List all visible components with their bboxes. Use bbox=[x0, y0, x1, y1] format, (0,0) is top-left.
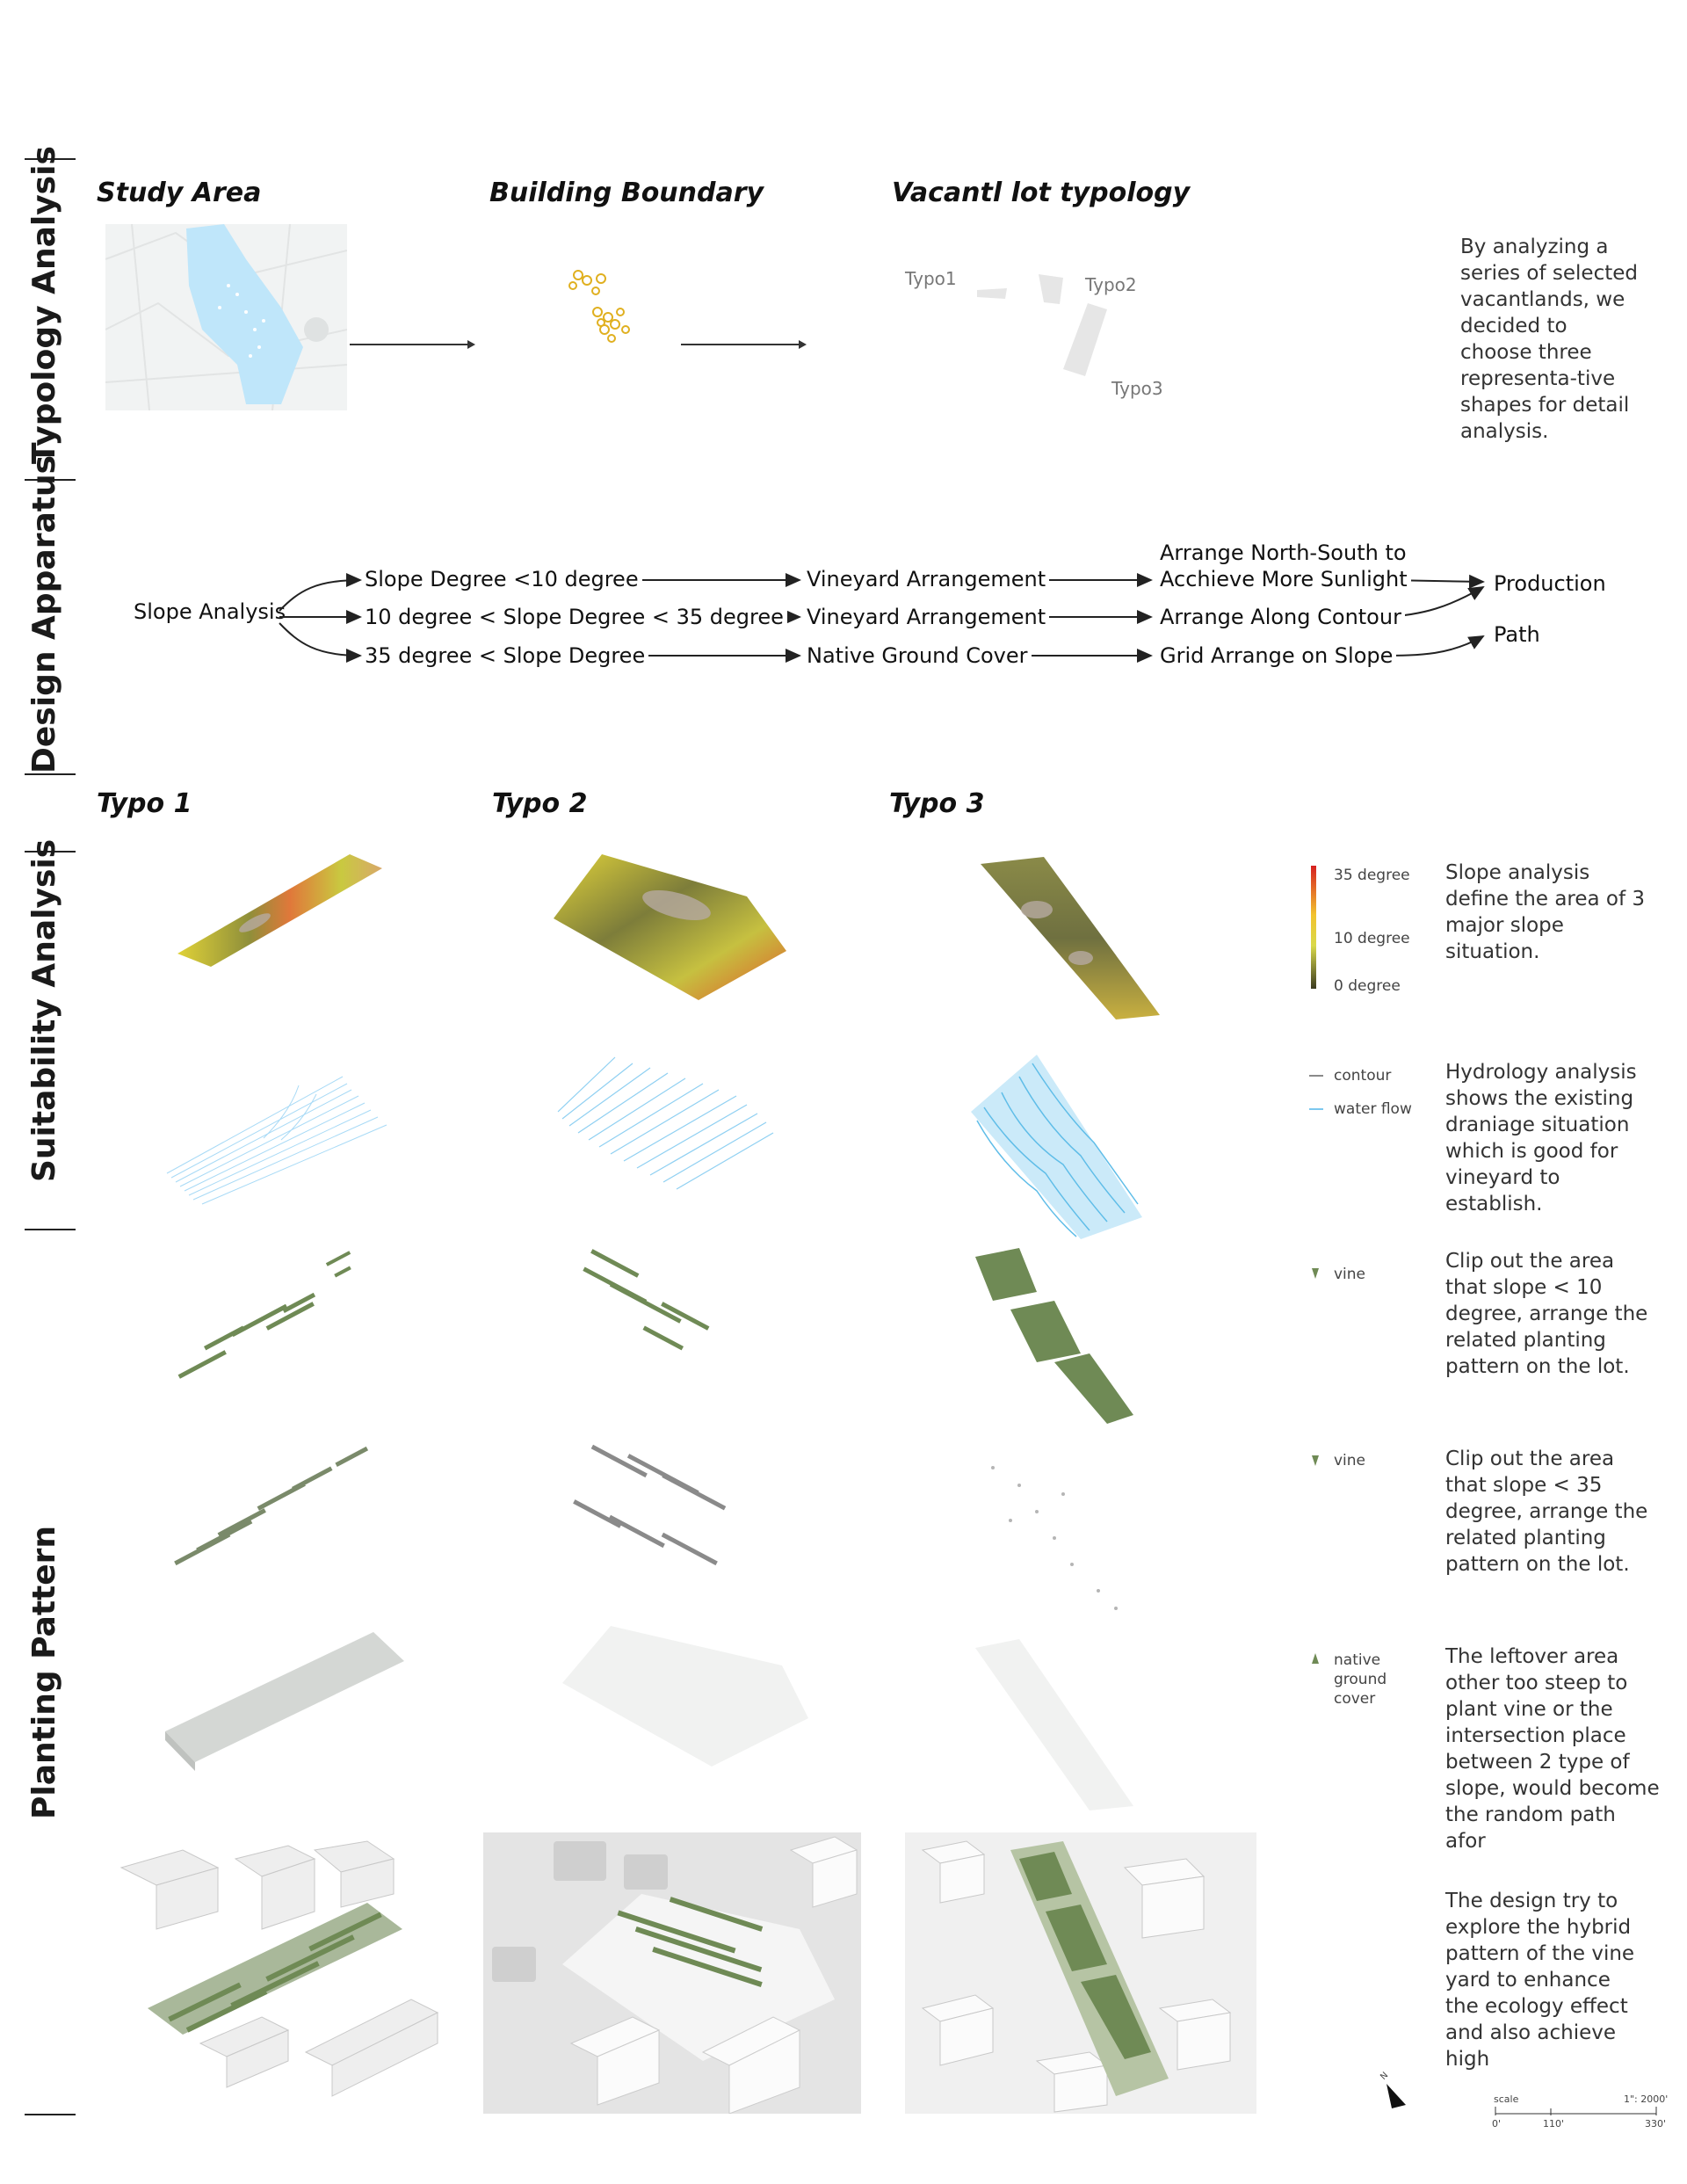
slope-legend-high: 35 degree bbox=[1334, 867, 1410, 884]
arrangement-1: Vineyard Arrangement bbox=[807, 567, 1050, 591]
typo-1-heading: Typo 1 bbox=[97, 788, 192, 819]
method-3: Grid Arrange on Slope bbox=[1160, 643, 1397, 668]
method-1-line-1: Arrange North-South to bbox=[1160, 541, 1407, 565]
flow-arrow-2 bbox=[681, 340, 807, 349]
scale-tick-110: 110' bbox=[1543, 2118, 1565, 2130]
slope-analysis-row bbox=[177, 854, 1160, 1019]
scale-tick-0: 0' bbox=[1492, 2118, 1502, 2130]
condition-2: 10 degree < Slope Degree < 35 degree bbox=[365, 605, 787, 629]
ground-cover-row bbox=[165, 1626, 1133, 1810]
row-note-hydrology: Hydrology analysis shows the existing dr… bbox=[1445, 1061, 1637, 1215]
typo-2-heading: Typo 2 bbox=[492, 788, 588, 819]
flow-root: Slope Analysis bbox=[134, 599, 286, 624]
row-note-ground-cover: The leftover area other too steep to pla… bbox=[1445, 1645, 1660, 1853]
hydro-legend-water: water flow bbox=[1334, 1100, 1412, 1118]
hydrology-row bbox=[166, 1055, 1142, 1239]
row-note-vine-10: Clip out the area that slope < 10 degree… bbox=[1445, 1250, 1648, 1378]
section-title-suitability: Suitability Analysis bbox=[26, 838, 62, 1182]
section-title-typology: Typology Analysis bbox=[26, 146, 62, 464]
study-area-title: Study Area bbox=[97, 178, 262, 208]
north-arrow-icon bbox=[1387, 2084, 1406, 2108]
typo-3-heading: Typo 3 bbox=[889, 788, 985, 819]
vine-legend-1: vine bbox=[1334, 1266, 1366, 1283]
method-2: Arrange Along Contour bbox=[1160, 605, 1405, 629]
rendering-typo-3 bbox=[905, 1832, 1256, 2114]
flow-arrow-1 bbox=[350, 340, 475, 349]
outcome-production: Production bbox=[1494, 571, 1606, 596]
typo3-label: Typo3 bbox=[1111, 378, 1163, 399]
building-boundary-map bbox=[562, 259, 659, 356]
vine-10-row bbox=[177, 1248, 1133, 1424]
rendering-typo-2 bbox=[483, 1832, 861, 2114]
vine-legend-2: vine bbox=[1334, 1452, 1366, 1469]
arrangement-2: Vineyard Arrangement bbox=[807, 605, 1050, 629]
row-note-slope: Slope analysis define the area of 3 majo… bbox=[1445, 861, 1646, 963]
slope-legend-bar bbox=[1311, 866, 1316, 989]
rendering-typo-1 bbox=[86, 1832, 464, 2114]
scale-tick-330: 330' bbox=[1645, 2118, 1667, 2130]
building-boundary-title: Building Boundary bbox=[489, 178, 764, 208]
section-title-planting: Planting Pattern bbox=[26, 1525, 62, 1819]
typo-shapes bbox=[977, 274, 1107, 376]
ground-cover-icon bbox=[1312, 1653, 1319, 1664]
vine-icon-2 bbox=[1312, 1455, 1319, 1466]
slope-legend-mid: 10 degree bbox=[1334, 930, 1410, 947]
hydro-legend-contour: contour bbox=[1334, 1067, 1392, 1085]
slope-legend-low: 0 degree bbox=[1334, 977, 1401, 995]
condition-1: Slope Degree <10 degree bbox=[365, 567, 642, 591]
vine-35-row bbox=[174, 1444, 1118, 1610]
vacant-lot-title: Vacantl lot typology bbox=[892, 178, 1191, 208]
typo2-label: Typo2 bbox=[1085, 274, 1137, 295]
row-note-design: The design try to explore the hybrid pat… bbox=[1445, 1890, 1635, 2071]
scale-label: scale bbox=[1494, 2093, 1519, 2105]
typo1-label: Typo1 bbox=[905, 268, 957, 289]
ground-cover-legend: native ground cover bbox=[1334, 1651, 1387, 1708]
scale-bar bbox=[1495, 2107, 1657, 2115]
condition-3: 35 degree < Slope Degree bbox=[365, 643, 649, 668]
outcome-path: Path bbox=[1494, 622, 1540, 647]
study-area-map bbox=[105, 224, 347, 410]
typology-description: By analyzing a series of selected vacant… bbox=[1460, 236, 1638, 443]
hydro-legend-swatches bbox=[1309, 1075, 1323, 1110]
arrangement-3: Native Ground Cover bbox=[807, 643, 1032, 668]
scale-ratio: 1": 2000' bbox=[1624, 2093, 1669, 2105]
row-note-vine-35: Clip out the area that slope < 35 degree… bbox=[1445, 1448, 1648, 1576]
method-1-line-2: Acchieve More Sunlight bbox=[1160, 567, 1411, 591]
vine-icon-1 bbox=[1312, 1268, 1319, 1279]
